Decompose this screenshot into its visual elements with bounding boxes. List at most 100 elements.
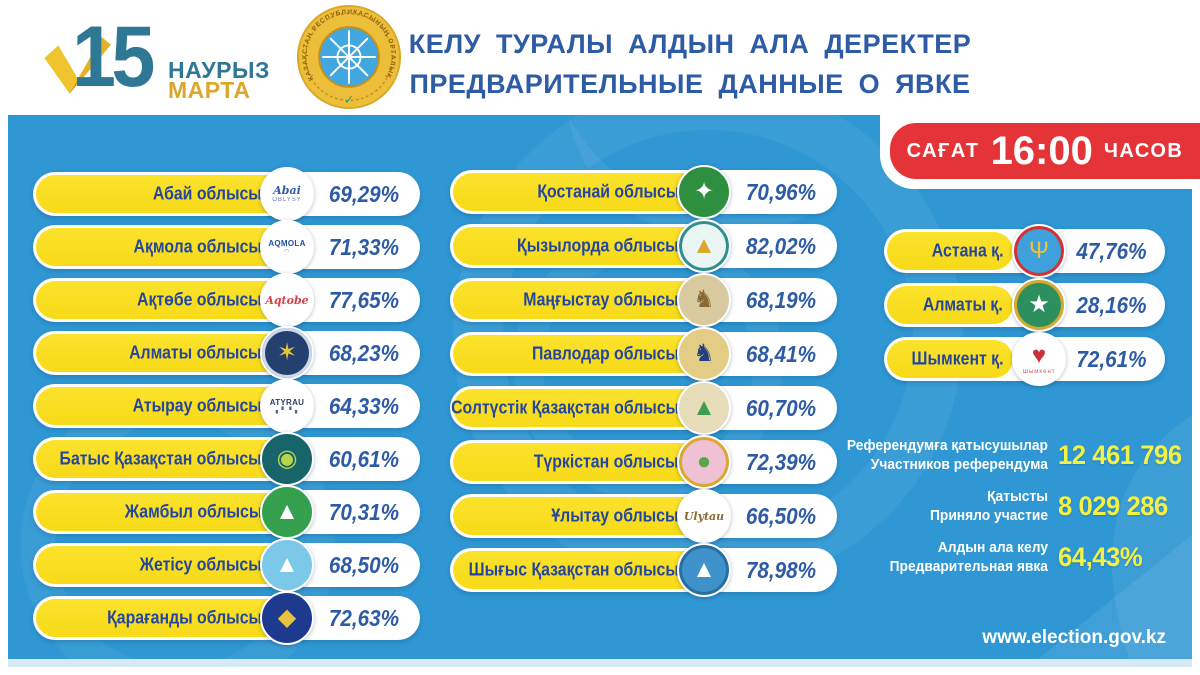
region-label-pill: Маңғыстау облысы	[453, 281, 705, 319]
region-name: Алматы қ.	[923, 294, 1003, 315]
region-row: Солтүстік Қазақстан облысы ▲ 60,70%	[450, 381, 837, 435]
region-row: Шымкент қ. ♥ Шымкент 72,61%	[884, 332, 1165, 386]
emblem-glyph: AQMOLA	[268, 238, 306, 248]
qyzylorda-oblysy-emblem: ▲	[677, 219, 731, 273]
date-logo: 15 НАУРЫЗ МАРТА	[0, 0, 270, 115]
region-row: Алматы қ. ★ 28,16%	[884, 278, 1165, 332]
region-label-pill: Алматы облысы	[36, 334, 288, 372]
region-name: Атырау облысы	[132, 395, 262, 416]
stat-label: Референдумға қатысушылар Участников рефер…	[846, 436, 1048, 474]
stat-label: Алдын ала келу Предварительная явка	[846, 538, 1048, 576]
stat-row: Қатысты Приняло участие 8 029 286	[828, 487, 1192, 525]
turnout-percent: 68,23%	[328, 339, 400, 366]
region-row: Алматы облысы ✶ 68,23%	[33, 326, 420, 380]
turnout-percent: 72,63%	[328, 604, 400, 631]
emblem-glyph: ▲	[692, 556, 716, 583]
stat-row: Алдын ала келу Предварительная явка 64,43%	[828, 538, 1192, 576]
region-row: Ұлытау облысы Ulytau 66,50%	[450, 489, 837, 543]
zhambyl-oblysy-emblem: ▲	[260, 485, 314, 539]
checkmark-icon	[44, 37, 111, 94]
region-label-pill: Жетісу облысы	[36, 546, 288, 584]
region-label-pill: Астана қ.	[887, 232, 1013, 270]
shygys-qazaqstan-oblysy-emblem: ▲	[677, 543, 731, 597]
region-label-pill: Қызылорда облысы	[453, 227, 705, 265]
time-badge: САҒАТ 16:00 ЧАСОВ	[890, 123, 1200, 179]
turnout-percent: 28,16%	[1076, 291, 1147, 318]
region-name: Шымкент қ.	[911, 348, 1003, 369]
turkistan-oblysy-emblem: ●	[677, 435, 731, 489]
region-name: Алматы облысы	[129, 342, 262, 363]
region-label-pill: Қарағанды облысы	[36, 599, 288, 637]
emblem-glyph: ▲	[692, 232, 716, 259]
summary-stats: Референдумға қатысушылар Участников рефер…	[828, 436, 1192, 589]
emblem-subtext: ▖▘▝▗	[275, 407, 299, 414]
aqtobe-oblysy-emblem: Aqtobe	[260, 273, 314, 327]
region-name: Жетісу облысы	[139, 554, 262, 575]
stat-label: Қатысты Приняло участие	[846, 487, 1048, 525]
mangystau-oblysy-emblem: ♞	[677, 273, 731, 327]
emblem-glyph: ●	[696, 448, 712, 475]
time-badge-container: САҒАТ 16:00 ЧАСОВ	[880, 115, 1200, 189]
almaty-city-emblem: ★	[1012, 278, 1066, 332]
region-name: Ақмола облысы	[133, 236, 262, 257]
emblem-glyph: ATYRAU	[269, 397, 305, 407]
shymkent-city-emblem: ♥ Шымкент	[1012, 332, 1066, 386]
aqmola-oblysy-emblem: AQMOLA ◠	[260, 220, 314, 274]
region-row: Батыс Қазақстан облысы ◉ 60,61%	[33, 432, 420, 486]
qostanai-oblysy-emblem: ✦	[677, 165, 731, 219]
region-name: Павлодар облысы	[532, 343, 679, 364]
page-title: КЕЛУ ТУРАЛЫ АЛДЫН АЛА ДЕРЕКТЕР ПРЕДВАРИТ…	[405, 24, 975, 104]
region-label-pill: Атырау облысы	[36, 387, 288, 425]
turnout-percent: 47,76%	[1076, 237, 1147, 264]
region-row: Қарағанды облысы ◆ 72,63%	[33, 591, 420, 645]
emblem-glyph: ✶	[276, 339, 298, 366]
stat-value: 64,43%	[1058, 541, 1143, 572]
region-row: Абай облысы Abai OBLYSY 69,29%	[33, 167, 420, 221]
emblem-glyph: ♥	[1031, 341, 1047, 369]
soltustik-qazaqstan-oblysy-emblem: ▲	[677, 381, 731, 435]
region-row: Жамбыл облысы ▲ 70,31%	[33, 485, 420, 539]
time-value: 16:00	[990, 128, 1093, 173]
ulytau-oblysy-emblem: Ulytau	[677, 489, 731, 543]
website-url: www.election.gov.kz	[982, 627, 1166, 648]
region-row: Жетісу облысы ▲ 68,50%	[33, 538, 420, 592]
emblem-subtext: ◠	[283, 248, 291, 255]
qaragandy-oblysy-emblem: ◆	[260, 591, 314, 645]
turnout-percent: 68,41%	[745, 340, 817, 367]
region-label-pill: Батыс Қазақстан облысы	[36, 440, 288, 478]
turnout-percent: 69,29%	[328, 180, 400, 207]
central-referendum-commission-seal-icon: ҚАЗАҚСТАН РЕСПУБЛИКАСЫНЫҢ ОРТАЛЫҚ РЕФЕРЕ…	[292, 0, 402, 110]
turnout-percent: 68,19%	[745, 286, 817, 313]
region-label-pill: Алматы қ.	[887, 286, 1013, 324]
emblem-glyph: ▲	[275, 498, 299, 525]
stat-label-kz: Қатысты	[987, 488, 1048, 505]
region-name: Ұлытау облысы	[551, 505, 679, 526]
logo-day-number: 15	[72, 9, 155, 105]
logo-month-ru: МАРТА	[168, 77, 251, 103]
emblem-glyph: ▲	[692, 394, 716, 421]
time-label-kz: САҒАТ	[906, 139, 980, 162]
region-label-pill: Ұлытау облысы	[453, 497, 705, 535]
stat-value: 8 029 286	[1058, 490, 1168, 521]
bottom-strip	[8, 659, 1192, 667]
region-row: Ақтөбе облысы Aqtobe 77,65%	[33, 273, 420, 327]
logo-month: НАУРЫЗ МАРТА	[168, 57, 270, 103]
region-row: Маңғыстау облысы ♞ 68,19%	[450, 273, 837, 327]
turnout-percent: 71,33%	[328, 233, 400, 260]
emblem-glyph: ♞	[693, 286, 715, 313]
region-name: Маңғыстау облысы	[523, 289, 679, 310]
stat-label-kz: Алдын ала келу	[937, 539, 1048, 556]
logo-month-kz: НАУРЫЗ	[168, 57, 270, 83]
region-label-pill: Солтүстік Қазақстан облысы	[451, 389, 705, 427]
emblem-glyph: ▲	[275, 551, 299, 578]
turnout-percent: 64,33%	[328, 392, 400, 419]
stat-label-ru: Участников референдума	[870, 456, 1048, 473]
region-label-pill: Түркістан облысы	[453, 443, 705, 481]
turnout-percent: 68,50%	[328, 551, 400, 578]
region-name: Қостанай облысы	[536, 181, 679, 202]
astana-city-emblem: Ψ	[1012, 224, 1066, 278]
region-label-pill: Шымкент қ.	[887, 340, 1013, 378]
turnout-percent: 60,61%	[328, 445, 400, 472]
emblem-glyph: Ψ	[1028, 237, 1050, 264]
